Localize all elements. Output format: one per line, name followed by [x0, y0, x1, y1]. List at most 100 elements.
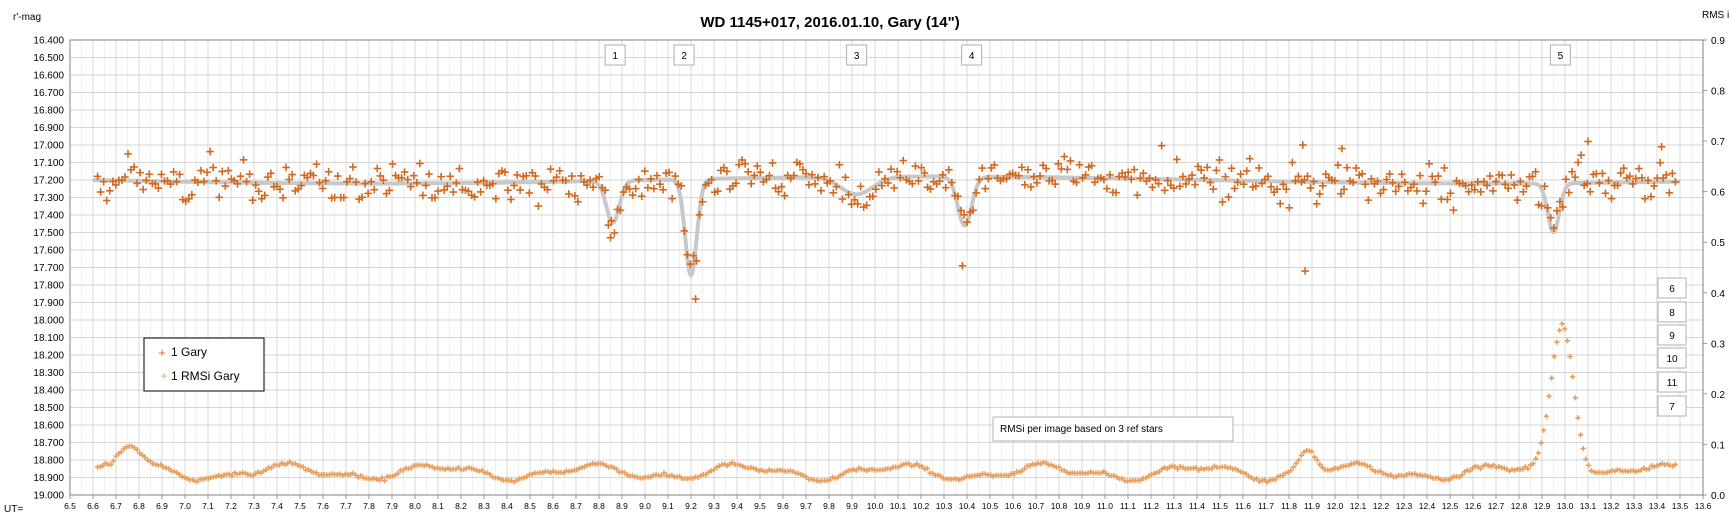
rms-point — [1248, 474, 1254, 481]
mag-point — [677, 182, 686, 190]
rms-point — [1559, 321, 1565, 327]
x-axis-label: UT= — [4, 504, 23, 515]
mag-point — [1054, 160, 1063, 168]
mag-point — [850, 195, 859, 204]
rms-point — [695, 474, 701, 480]
x-tick-label: 11.3 — [1166, 501, 1182, 511]
rms-point — [800, 472, 807, 478]
rms-point — [1267, 477, 1273, 483]
rms-point — [374, 476, 380, 482]
mag-point — [324, 168, 333, 176]
mag-point — [1501, 180, 1509, 189]
mag-point — [607, 216, 616, 225]
mag-point — [1294, 172, 1303, 181]
mag-point — [203, 168, 211, 177]
mag-point — [1130, 165, 1139, 174]
mag-point — [1017, 163, 1026, 172]
rms-point — [1670, 463, 1676, 469]
rms-point — [524, 473, 530, 480]
rms-point — [1369, 467, 1376, 473]
rms-point — [1383, 471, 1389, 477]
mag-point — [1647, 192, 1655, 201]
mag-point — [1239, 180, 1248, 189]
mag-point — [1480, 177, 1488, 186]
y-right-tick-label: 0.0 — [1711, 491, 1725, 502]
rms-point — [250, 473, 256, 479]
mag-point — [188, 190, 196, 199]
rms-point — [1048, 462, 1054, 468]
mag-point — [1619, 164, 1628, 172]
mag-point — [799, 165, 807, 174]
rms-point — [129, 443, 135, 449]
mag-point — [288, 170, 296, 179]
rms-point — [1562, 326, 1568, 332]
mag-point — [1163, 176, 1172, 185]
mag-point — [1157, 141, 1166, 150]
rms-point — [561, 470, 567, 476]
mag-point — [376, 172, 385, 180]
rms-point — [282, 462, 288, 468]
rms-point — [200, 476, 206, 483]
mag-point — [747, 179, 756, 188]
mag-point — [239, 156, 248, 164]
rms-point — [1654, 463, 1660, 469]
mag-point — [838, 195, 847, 203]
rms-point — [1651, 464, 1657, 470]
mag-point — [869, 192, 877, 201]
mag-point — [1467, 181, 1476, 189]
x-tick-label: 9.9 — [846, 501, 858, 511]
rms-point — [724, 463, 730, 469]
rms-point — [1019, 468, 1025, 474]
mag-point — [969, 206, 977, 215]
mag-point — [777, 182, 786, 191]
mag-point — [1173, 155, 1181, 164]
x-tick-label: 8.3 — [478, 501, 490, 511]
rms-point — [484, 470, 491, 476]
side-label-text: 9 — [1669, 331, 1675, 342]
rms-point — [1506, 468, 1513, 474]
mag-point — [1301, 267, 1309, 275]
rms-point — [911, 462, 917, 468]
side-labels: 6 8 9 10 11 7 — [1657, 277, 1687, 417]
mag-point — [856, 182, 865, 191]
rms-point — [1211, 463, 1218, 469]
rms-point — [1101, 469, 1107, 475]
legend: + 1 Gary + 1 RMSi Gary — [143, 337, 265, 392]
rms-point — [337, 471, 343, 477]
rms-point — [1164, 466, 1170, 472]
rms-point — [1138, 477, 1144, 483]
mag-point — [489, 179, 497, 188]
x-tick-label: 11.4 — [1189, 501, 1205, 511]
mag-point — [400, 168, 409, 176]
rms-point — [279, 460, 285, 466]
event-label-2: 2 — [673, 44, 695, 66]
x-tick-label: 8.0 — [409, 501, 421, 511]
mag-point — [1334, 161, 1342, 169]
rms-point — [550, 468, 556, 474]
mag-point — [1255, 164, 1263, 172]
rms-point — [1538, 440, 1544, 446]
mag-point — [145, 170, 154, 179]
y-left-tick-label: 17.500 — [33, 228, 64, 239]
mag-point — [409, 171, 418, 180]
rms-point — [1530, 461, 1536, 467]
event-label-text: 3 — [854, 51, 860, 62]
x-tick-label: 8.2 — [455, 501, 467, 511]
rms-point — [508, 478, 514, 484]
x-tick-label: 7.3 — [248, 501, 260, 511]
rms-point — [661, 470, 667, 476]
legend-box — [143, 337, 265, 392]
rms-point — [1501, 465, 1507, 471]
rms-point — [205, 475, 211, 482]
rms-point — [613, 466, 620, 472]
side-label-box — [1657, 324, 1687, 346]
mag-point — [1103, 184, 1111, 193]
rms-point — [1290, 464, 1297, 470]
mag-point — [197, 166, 205, 175]
mag-point — [762, 175, 771, 184]
rms-point — [1638, 467, 1644, 473]
rms-point — [113, 453, 119, 459]
y-axis-left-label: r'-mag — [13, 12, 41, 23]
x-tick-label: 13.3 — [1626, 501, 1643, 511]
y-left-tick-label: 17.700 — [33, 263, 64, 274]
